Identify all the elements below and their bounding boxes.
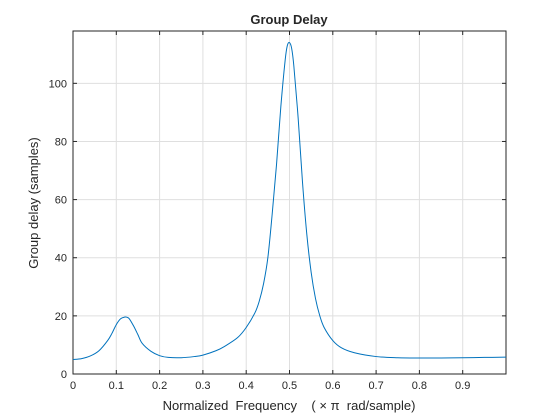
x-tick-label-8: 0.8 [412, 380, 427, 392]
x-axis-label: Normalized Frequency ( × π rad/sample) [163, 398, 416, 413]
x-tick-label-9: 0.9 [455, 380, 470, 392]
x-tick-label-6: 0.6 [325, 380, 340, 392]
x-tick-label-7: 0.7 [368, 380, 383, 392]
x-tick-label-0: 0 [70, 380, 76, 392]
y-tick-label-1: 20 [55, 311, 67, 323]
series-line-0 [72, 41, 507, 360]
chart-title: Group Delay [250, 12, 328, 27]
y-tick-label-0: 0 [61, 369, 67, 381]
x-tick-label-2: 0.2 [152, 380, 167, 392]
x-tick-label-3: 0.3 [195, 380, 210, 392]
y-tick-label-4: 80 [55, 136, 67, 148]
y-tick-label-3: 60 [55, 195, 67, 207]
y-tick-label-2: 40 [55, 253, 67, 265]
x-tick-label-4: 0.4 [239, 380, 254, 392]
x-tick-label-1: 0.1 [109, 380, 124, 392]
y-axis-label: Group delay (samples) [26, 137, 41, 269]
x-tick-label-5: 0.5 [282, 380, 297, 392]
y-tick-label-5: 100 [49, 78, 67, 90]
